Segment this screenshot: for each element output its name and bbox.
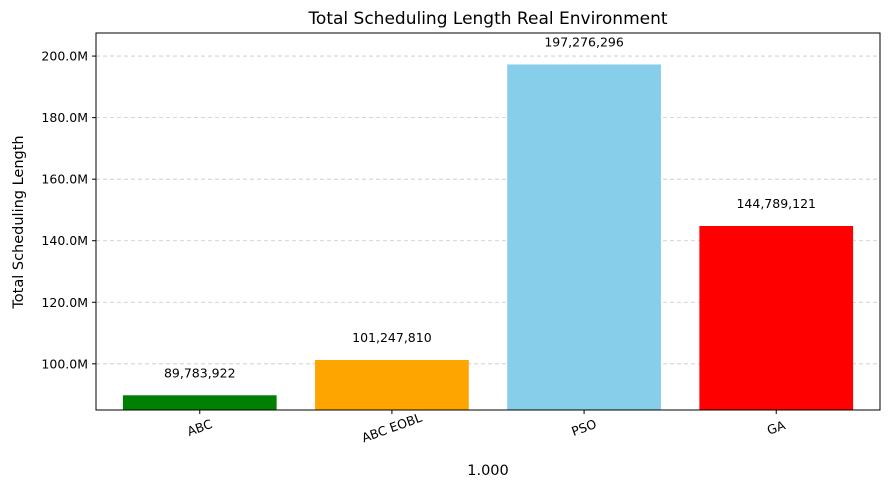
x-tick-label: PSO [569, 416, 598, 439]
y-axis-label: Total Scheduling Length [11, 135, 27, 309]
y-tick-label: 160.0M [41, 172, 88, 187]
x-axis-label: 1.000 [467, 463, 509, 479]
y-tick-label: 100.0M [41, 356, 88, 371]
data-labels-layer: 89,783,922 101,247,810 197,276,296 144,789,… [164, 34, 816, 380]
y-tick-label: 140.0M [41, 233, 88, 248]
data-label: 197,276,296 [544, 34, 624, 49]
y-tick-label: 200.0M [41, 49, 88, 64]
bar-abc [122, 395, 277, 410]
x-tick-label: ABC [185, 416, 214, 439]
data-label: 101,247,810 [352, 330, 432, 345]
y-axis: 100.0M 120.0M 140.0M 160.0M 180.0M 200.0M [41, 49, 96, 371]
x-tick-label: ABC EOBL [360, 410, 424, 446]
plot-frame [95, 32, 881, 411]
bar-pso [507, 64, 661, 410]
data-label: 144,789,121 [736, 196, 816, 211]
bars-layer [122, 64, 854, 410]
bar-abc-eobl [315, 359, 469, 410]
y-tick-label: 180.0M [41, 110, 88, 125]
x-tick-label: GA [765, 417, 788, 437]
x-axis: ABC ABC EOBL PSO GA [185, 410, 788, 446]
data-label: 89,783,922 [164, 365, 236, 380]
y-tick-label: 120.0M [41, 295, 88, 310]
chart-title: Total Scheduling Length Real Environment [307, 9, 667, 29]
bar-ga [699, 225, 854, 410]
